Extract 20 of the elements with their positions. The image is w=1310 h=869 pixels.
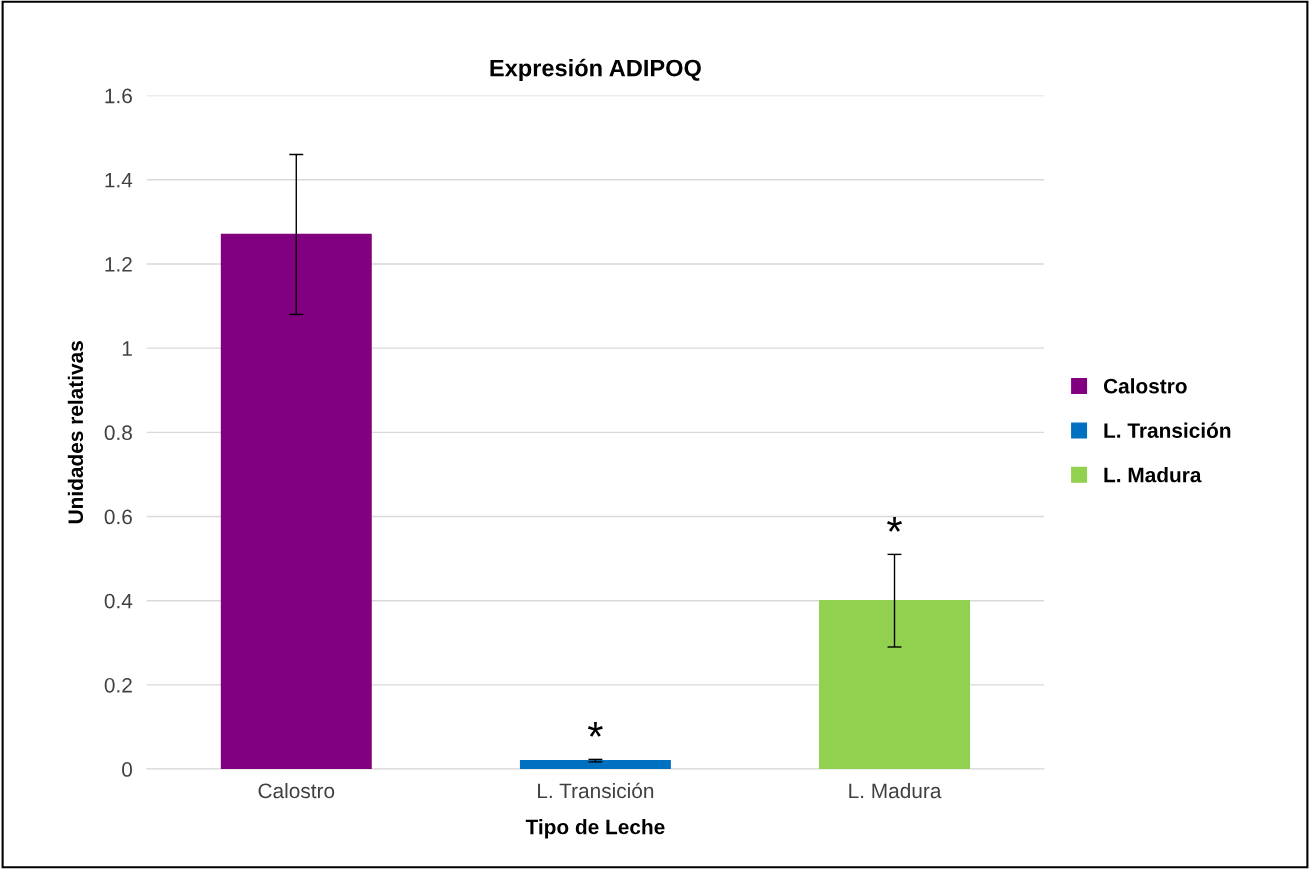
y-tick-label: 0.6	[104, 509, 132, 525]
x-tick-label: L. Madura	[849, 782, 942, 799]
y-tick-label: 1.6	[105, 88, 132, 104]
chart-title: Expresión ADIPOQ	[490, 58, 701, 82]
legend-label: Calostro	[1103, 378, 1187, 394]
legend-label: L. Transición	[1104, 422, 1231, 438]
y-tick-label: 0	[122, 762, 133, 777]
y-tick-label: 0.2	[104, 677, 132, 693]
y-tick-label: 1	[122, 341, 132, 356]
x-tick-label: Calostro	[258, 782, 335, 799]
x-tick-label: L. Transición	[538, 782, 654, 799]
legend-label: L. Madura	[1104, 467, 1202, 483]
y-axis-title: Unidades relativas	[67, 341, 84, 524]
y-tick-label: 0.8	[104, 425, 132, 441]
annotation: *	[587, 722, 603, 737]
y-tick-label: 0.4	[104, 593, 133, 609]
x-axis-title: Tipo de Leche	[525, 819, 665, 839]
y-tick-label: 1.4	[105, 172, 133, 188]
annotation: *	[887, 517, 902, 532]
y-tick-label: 1.2	[105, 256, 132, 272]
